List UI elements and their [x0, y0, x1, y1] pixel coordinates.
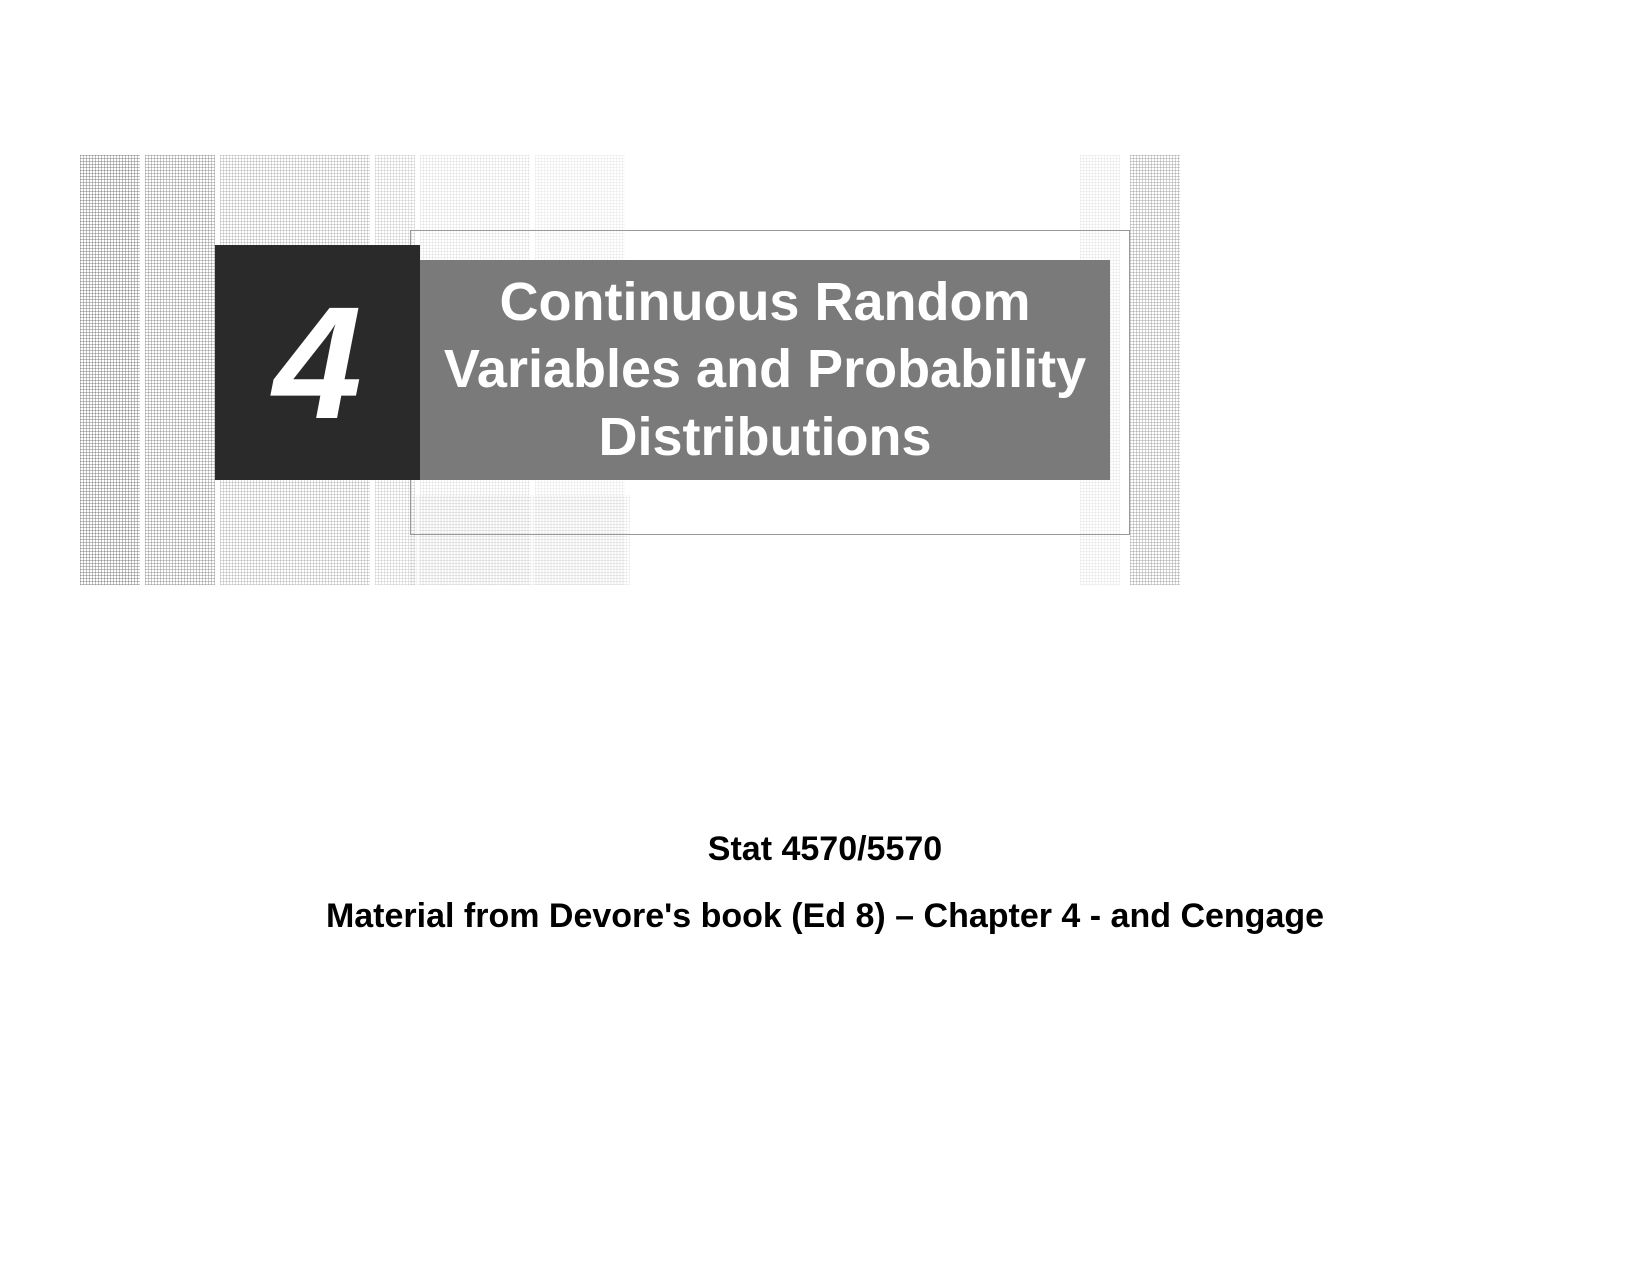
chapter-number-box: 4: [215, 245, 420, 480]
bg-strip: [410, 495, 630, 585]
title-banner: 4 Continuous Random Variables and Probab…: [80, 155, 1570, 585]
chapter-number: 4: [273, 271, 362, 455]
bg-strip: [80, 155, 140, 585]
subtitle-area: Stat 4570/5570 Material from Devore's bo…: [0, 830, 1650, 936]
course-code: Stat 4570/5570: [0, 830, 1650, 869]
bg-strip: [145, 155, 215, 585]
chapter-title-box: Continuous Random Variables and Probabil…: [420, 260, 1110, 480]
bg-strip: [1130, 155, 1180, 585]
material-source: Material from Devore's book (Ed 8) – Cha…: [0, 897, 1650, 936]
chapter-title: Continuous Random Variables and Probabil…: [440, 269, 1090, 472]
